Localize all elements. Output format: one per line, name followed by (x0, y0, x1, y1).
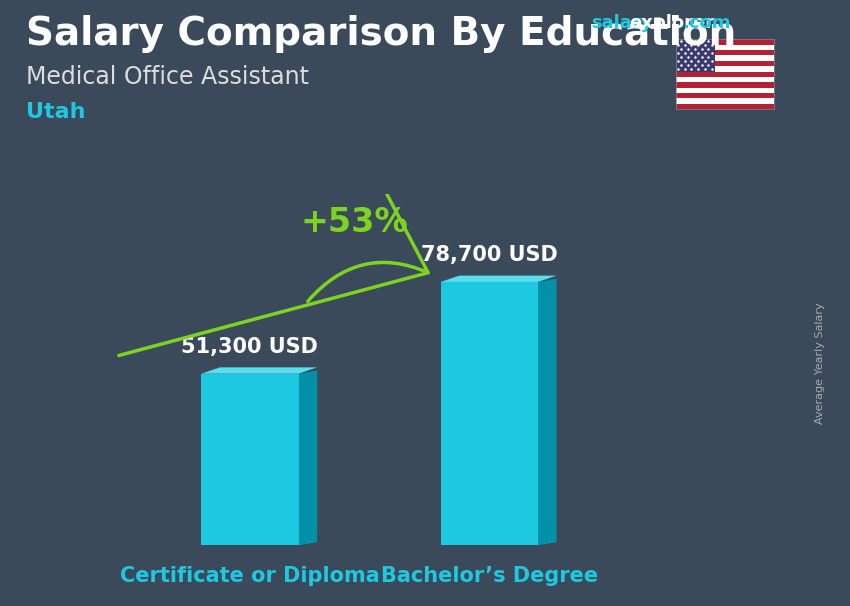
Bar (676, 39, 774, 45)
Text: Average Yearly Salary: Average Yearly Salary (815, 303, 825, 424)
Bar (676, 77, 774, 82)
Bar (676, 61, 774, 66)
Polygon shape (298, 370, 317, 545)
Bar (676, 66, 774, 72)
Bar (676, 88, 774, 93)
FancyArrowPatch shape (119, 0, 428, 356)
Polygon shape (538, 279, 557, 545)
Text: Bachelor’s Degree: Bachelor’s Degree (381, 567, 598, 587)
Text: +53%: +53% (301, 205, 409, 239)
Text: Utah: Utah (26, 102, 85, 122)
Bar (440, 282, 538, 545)
Bar (676, 72, 774, 77)
Bar (676, 82, 774, 88)
Bar (676, 56, 774, 61)
Bar (676, 104, 774, 109)
Text: explorer: explorer (629, 14, 714, 32)
Bar (676, 45, 774, 50)
Text: salary: salary (591, 14, 652, 32)
Bar (676, 98, 774, 104)
Bar (676, 50, 774, 56)
Bar (201, 374, 298, 545)
Text: Medical Office Assistant: Medical Office Assistant (26, 65, 309, 89)
Polygon shape (201, 367, 317, 374)
Polygon shape (440, 276, 557, 282)
Bar (676, 39, 715, 72)
Text: Certificate or Diploma: Certificate or Diploma (120, 567, 380, 587)
Bar (676, 93, 774, 98)
Text: .com: .com (683, 14, 731, 32)
Text: Salary Comparison By Education: Salary Comparison By Education (26, 15, 736, 53)
Text: 51,300 USD: 51,300 USD (181, 337, 319, 357)
Text: 78,700 USD: 78,700 USD (421, 245, 558, 265)
